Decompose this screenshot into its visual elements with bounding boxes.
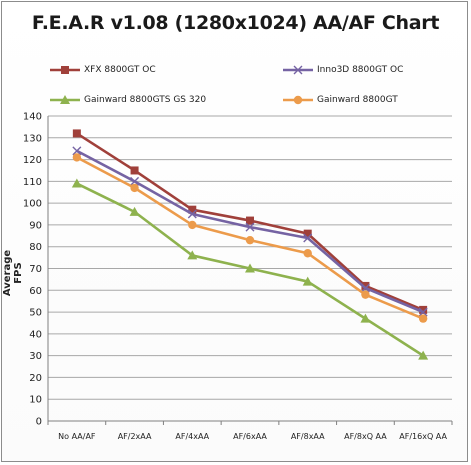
y-tick-label: 30 <box>29 351 42 362</box>
y-tick-label: 80 <box>29 242 42 253</box>
y-tick-label: 110 <box>23 177 42 188</box>
x-tick-label: AF/16xQ AA <box>399 432 447 441</box>
y-tick-label: 40 <box>29 329 42 340</box>
data-point <box>246 216 254 225</box>
data-point <box>302 276 313 286</box>
legend-swatch-inno3d <box>283 65 313 75</box>
data-point <box>130 176 140 186</box>
y-tick-label: 0 <box>36 417 42 428</box>
legend-swatch-gainward-gts <box>50 95 80 104</box>
data-point <box>245 235 255 245</box>
y-tick-label: 60 <box>29 286 42 297</box>
data-point <box>130 166 139 175</box>
y-tick-label: 90 <box>29 220 42 231</box>
data-point <box>72 153 82 162</box>
chart-title: F.E.A.R v1.08 (1280x1024) AA/AF Chart <box>31 12 440 34</box>
y-tick-label: 20 <box>29 373 42 384</box>
legend-marker <box>61 66 69 74</box>
data-point <box>71 178 82 188</box>
y-tick-label: 10 <box>29 395 42 406</box>
x-tick-label: AF/8xQ AA <box>344 432 387 441</box>
legend-marker <box>293 65 303 75</box>
x-tick-label: AF/6xAA <box>233 432 267 441</box>
data-point <box>245 222 255 232</box>
legend-marker <box>60 95 70 104</box>
legend-label-xfx: XFX 8800GT OC <box>84 65 156 75</box>
data-point <box>72 129 81 138</box>
legend-swatch-gainward-gt <box>283 95 313 105</box>
data-point <box>187 250 198 260</box>
data-point <box>418 314 428 323</box>
data-point <box>419 305 428 314</box>
legend-item-inno3d: Inno3D 8800GT OC <box>283 63 403 77</box>
y-tick-label: 100 <box>23 199 42 210</box>
data-point <box>188 220 197 230</box>
data-point <box>130 183 139 193</box>
data-point <box>129 206 140 216</box>
y-tick-label: 70 <box>29 264 42 275</box>
x-tick-label: No AA/AF <box>58 432 96 441</box>
data-point <box>72 146 82 156</box>
data-point <box>360 283 370 293</box>
x-tick-label: AF/2xAA <box>118 432 152 441</box>
legend-item-gainward-gts: Gainward 8800GTS GS 320 <box>50 93 206 107</box>
data-point <box>361 290 370 299</box>
legend-label-inno3d: Inno3D 8800GT OC <box>317 65 404 75</box>
x-tick-label: AF/4xAA <box>175 432 209 441</box>
y-tick-label: 120 <box>23 155 42 166</box>
data-point <box>245 263 255 273</box>
legend-marker <box>293 95 303 105</box>
x-tick-label: AF/8xAA <box>291 432 325 441</box>
y-tick-label: 50 <box>29 308 42 319</box>
legend-label-gainward-gts: Gainward 8800GTS GS 320 <box>84 95 207 105</box>
data-point <box>303 229 312 238</box>
data-point <box>303 249 312 258</box>
data-point <box>188 205 197 214</box>
legend-label-gainward-gt: Gainward 8800GT <box>317 95 398 105</box>
data-point <box>187 209 197 219</box>
y-tick-label: 130 <box>23 133 42 144</box>
data-point <box>303 233 313 243</box>
legend-swatch-xfx <box>50 66 80 74</box>
y-tick-label: 140 <box>23 112 42 123</box>
data-point <box>418 307 428 317</box>
legend-item-xfx: XFX 8800GT OC <box>50 63 156 77</box>
legend-item-gainward-gt: Gainward 8800GT <box>283 93 398 107</box>
data-point <box>360 313 371 323</box>
data-point <box>361 281 370 290</box>
data-point <box>418 350 429 360</box>
